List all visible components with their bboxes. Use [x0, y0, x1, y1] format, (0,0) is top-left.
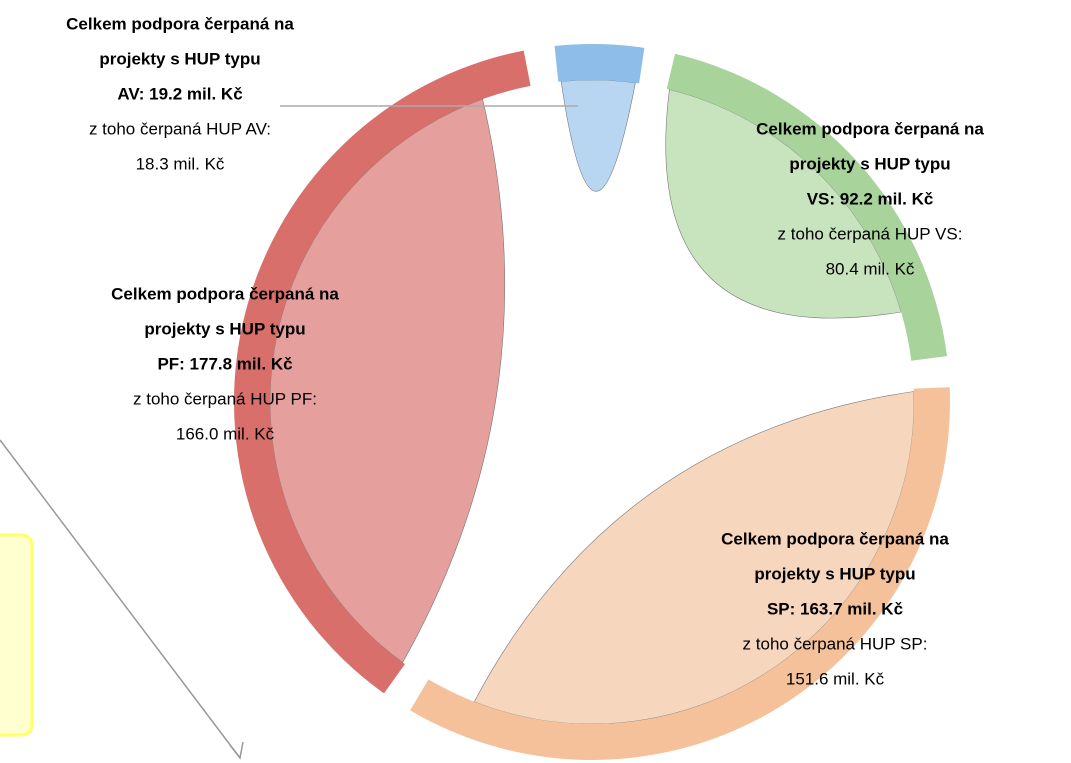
- group-label: Celkem podpora čerpaná na: [721, 529, 949, 548]
- group-label: Celkem podpora čerpaná na: [111, 284, 339, 303]
- group-label: projekty s HUP typu: [789, 154, 950, 173]
- group-label: z toho čerpaná HUP PF:: [133, 389, 317, 408]
- group-label: projekty s HUP typu: [99, 49, 260, 68]
- group-arc: [234, 50, 531, 694]
- group-label: z toho čerpaná HUP SP:: [743, 634, 928, 653]
- arcs: [234, 43, 950, 760]
- group-label: Celkem podpora čerpaná na: [756, 119, 984, 138]
- group-label: Celkem podpora čerpaná na: [66, 14, 294, 33]
- group-label: VS: 92.2 mil. Kč: [807, 189, 934, 208]
- ribbons: [269, 79, 915, 725]
- group-label: 80.4 mil. Kč: [826, 259, 915, 278]
- group-label: SP: 163.7 mil. Kč: [767, 599, 903, 618]
- group-label: PF: 177.8 mil. Kč: [157, 354, 292, 373]
- group-label: z toho čerpaná HUP VS:: [778, 224, 963, 243]
- group-arc: [554, 43, 645, 84]
- pointer-line: [0, 439, 241, 759]
- group-label: 18.3 mil. Kč: [136, 154, 225, 173]
- group-label: projekty s HUP typu: [754, 564, 915, 583]
- group-label: z toho čerpaná HUP AV:: [89, 119, 271, 138]
- group-arc: [410, 387, 950, 760]
- group-label: 151.6 mil. Kč: [786, 669, 885, 688]
- hup-ribbon: [473, 391, 915, 725]
- pointer-arrow: [229, 741, 244, 760]
- hup-ribbon: [560, 79, 636, 192]
- group-label: projekty s HUP typu: [144, 319, 305, 338]
- group-arc: [666, 53, 948, 361]
- labels: Celkem podpora čerpaná na projekty s HUP …: [66, 14, 984, 688]
- group-label: AV: 19.2 mil. Kč: [117, 84, 242, 103]
- group-label: 166.0 mil. Kč: [176, 424, 275, 443]
- note-box: [0, 533, 34, 737]
